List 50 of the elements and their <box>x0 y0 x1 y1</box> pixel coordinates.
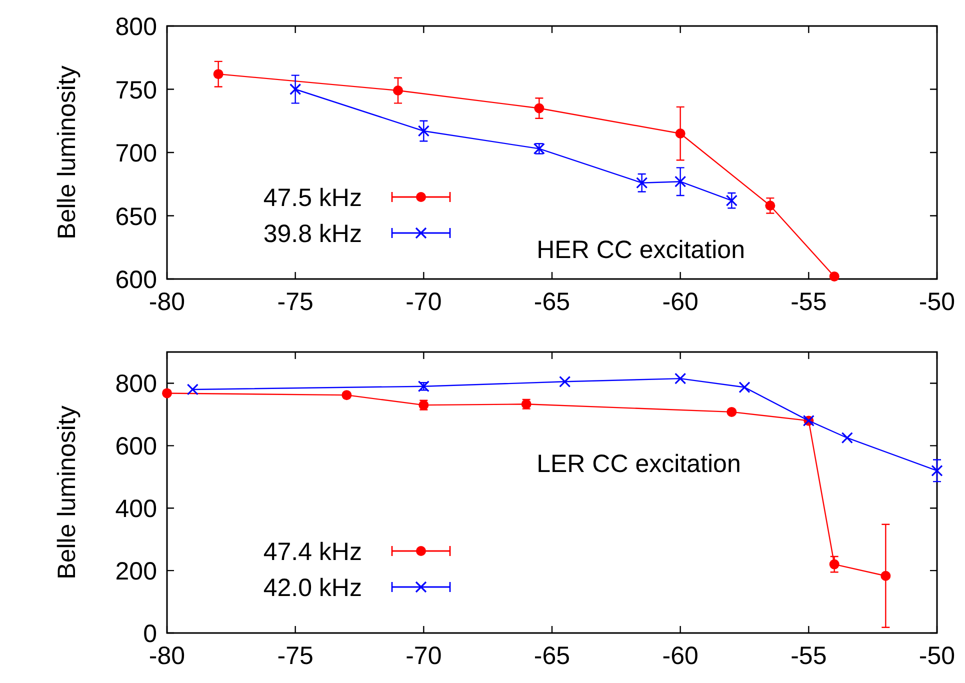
x-tick-label: -75 <box>277 288 314 316</box>
annotation: LER CC excitation <box>536 450 741 478</box>
point <box>393 86 403 96</box>
y-axis-title: Belle luminosity <box>53 405 81 580</box>
point <box>726 406 737 417</box>
point <box>534 103 544 114</box>
point <box>186 384 198 396</box>
y-tick-label: 700 <box>115 140 157 168</box>
point <box>418 125 430 137</box>
y-tick-label: 650 <box>115 202 157 231</box>
point <box>559 376 571 388</box>
point <box>342 390 352 400</box>
point <box>841 432 853 444</box>
y-tick-label: 750 <box>115 76 157 104</box>
x-tick-label: -75 <box>277 642 314 670</box>
point <box>213 69 224 80</box>
point <box>162 388 172 398</box>
point <box>290 83 302 96</box>
point <box>636 177 648 189</box>
point <box>765 200 776 211</box>
x-tick-label: -50 <box>918 642 956 670</box>
x-tick-label: -65 <box>534 642 570 670</box>
legend-label: 47.5 kHz <box>263 184 362 212</box>
y-tick-label: 800 <box>115 370 157 398</box>
x-tick-label: -50 <box>918 288 956 316</box>
legend-label: 47.4 kHz <box>263 538 362 566</box>
legend-label: 42.0 kHz <box>263 574 362 602</box>
point <box>738 381 750 394</box>
point <box>880 570 891 581</box>
y-tick-label: 800 <box>115 13 157 41</box>
point <box>674 372 686 384</box>
point <box>829 271 840 282</box>
point <box>829 559 840 570</box>
annotation: HER CC excitation <box>536 236 746 264</box>
x-tick-label: -60 <box>662 288 698 316</box>
x-tick-label: -55 <box>790 288 827 316</box>
x-tick-label: -55 <box>790 642 827 670</box>
point <box>674 176 686 188</box>
point <box>931 464 943 476</box>
y-tick-label: 400 <box>115 495 157 524</box>
y-tick-label: 600 <box>115 432 157 461</box>
y-tick-label: 200 <box>115 558 157 586</box>
y-axis-title: Belle luminosity <box>53 65 81 240</box>
point <box>675 128 686 139</box>
x-tick-label: -70 <box>406 642 442 670</box>
x-tick-label: -60 <box>662 642 698 670</box>
x-tick-label: -70 <box>406 288 442 316</box>
point <box>726 194 738 206</box>
x-tick-label: -65 <box>534 288 570 316</box>
legend-label: 39.8 kHz <box>263 220 362 248</box>
